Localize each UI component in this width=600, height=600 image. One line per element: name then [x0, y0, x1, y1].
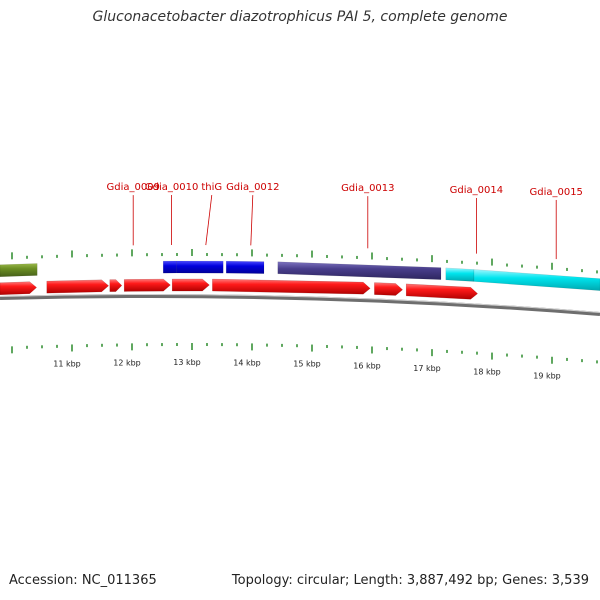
gene-label: Gdia_0013	[341, 183, 394, 194]
cds-arrow	[109, 279, 123, 292]
feature-block	[225, 260, 265, 274]
accession-text: Accession: NC_011365	[9, 573, 157, 588]
feature-block	[445, 267, 475, 282]
genome-summary-text: Topology: circular; Length: 3,887,492 bp…	[231, 573, 589, 588]
feature-block	[473, 269, 600, 291]
gene-label: Gdia_0012	[226, 182, 279, 193]
gene-label: Gdia_0010	[145, 182, 198, 193]
genome-backbone-highlight	[0, 294, 600, 313]
cds-arrow	[212, 278, 371, 295]
gene-label: Gdia_0014	[450, 185, 503, 196]
kbp-scale: 11 kbp 12 kbp 13 kbp 14 kbp 15 kbp 16 kbp 17 k…	[53, 358, 561, 380]
kbp-label: 14 kbp	[233, 358, 261, 367]
feature-block	[0, 263, 38, 278]
cds-arrow	[0, 281, 37, 296]
genome-backbone	[0, 294, 600, 316]
gene-label: thiG	[201, 182, 222, 193]
kbp-label: 17 kbp	[413, 364, 441, 373]
gene-label: Gdia_0015	[529, 187, 582, 198]
kbp-label: 19 kbp	[533, 371, 561, 380]
kbp-label: 11 kbp	[53, 360, 81, 369]
cds-arrow	[374, 282, 403, 296]
kbp-label: 12 kbp	[113, 358, 141, 367]
gene-label-leader	[205, 194, 213, 246]
cds-arrow	[46, 279, 109, 294]
kbp-label: 15 kbp	[293, 359, 321, 368]
outer-feature-track	[0, 260, 600, 291]
cds-arrow	[123, 278, 171, 292]
bottom-tick-track	[11, 343, 598, 364]
gene-label-leader	[250, 195, 254, 246]
cds-arrow	[405, 283, 478, 300]
feature-block	[162, 260, 177, 274]
top-tick-track	[11, 249, 598, 274]
kbp-label: 13 kbp	[173, 358, 201, 367]
cds-track	[0, 278, 478, 300]
kbp-label: 16 kbp	[353, 361, 381, 370]
map-title: Gluconacetobacter diazotrophicus PAI 5, …	[92, 9, 508, 25]
cds-arrow	[171, 278, 210, 292]
feature-block	[176, 260, 224, 274]
feature-block	[277, 261, 442, 280]
gene-label: Gdia_0009	[106, 182, 159, 193]
kbp-label: 18 kbp	[473, 367, 501, 376]
